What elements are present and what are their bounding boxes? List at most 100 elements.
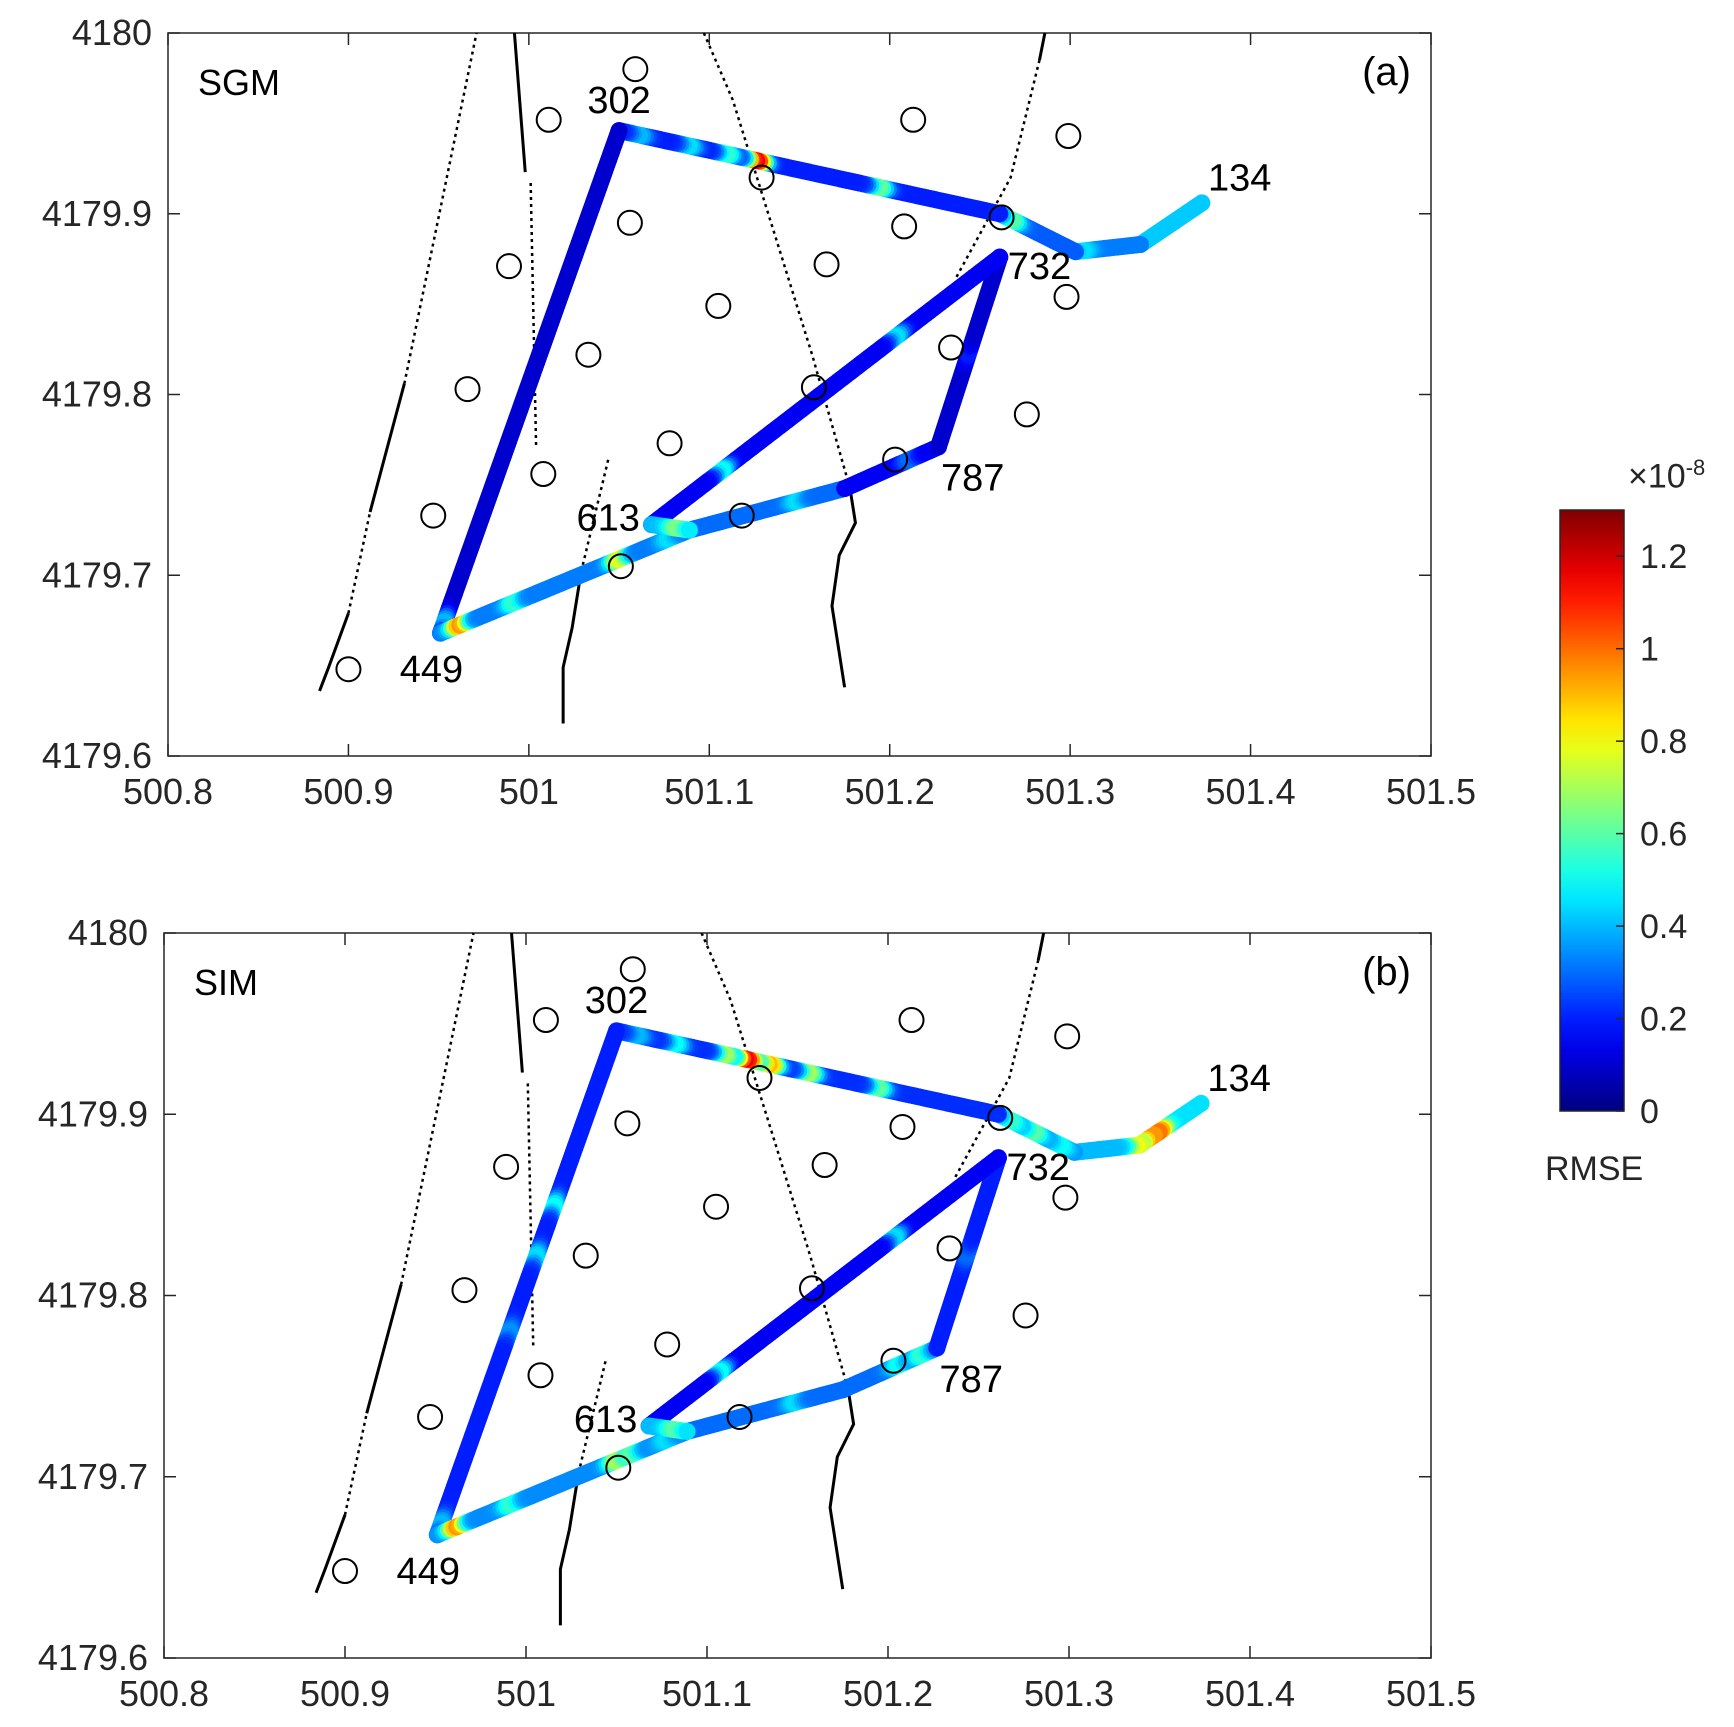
station-label: 302 — [587, 80, 650, 122]
x-tick-label: 501 — [496, 1673, 556, 1714]
station-marker — [572, 1242, 599, 1269]
station-marker — [988, 204, 1015, 231]
station-marker — [898, 1007, 925, 1033]
station-marker — [936, 1235, 963, 1262]
station-marker — [616, 209, 643, 236]
fault-line-solid — [368, 383, 406, 513]
colorbar-tick-label: 0 — [1640, 1093, 1659, 1131]
y-tick-label: 4180 — [72, 12, 152, 53]
station-marker — [889, 1113, 916, 1140]
station-label: 732 — [1008, 246, 1071, 288]
fault-line-solid — [365, 1284, 403, 1414]
method-label: SIM — [194, 962, 258, 1003]
station-marker — [987, 1104, 1014, 1131]
colorbar-exponent-value: -8 — [1685, 455, 1706, 480]
fault-line-dotted — [529, 182, 538, 446]
station-marker — [332, 1558, 358, 1584]
fault-line-dotted — [955, 59, 1041, 278]
station-marker — [938, 334, 965, 361]
station-marker — [728, 502, 755, 529]
station-marker — [900, 106, 927, 133]
station-marker — [607, 553, 634, 580]
station-marker — [493, 1153, 520, 1180]
x-tick-label: 500.8 — [123, 771, 213, 812]
fault-line-solid — [510, 932, 524, 1073]
fault-line-solid — [828, 1389, 856, 1590]
station-label: 134 — [1208, 158, 1271, 200]
station-label: 302 — [585, 980, 648, 1022]
station-marker — [605, 1454, 632, 1481]
x-tick-label: 500.9 — [303, 771, 393, 812]
station-marker — [703, 1193, 730, 1220]
x-tick-label: 501.2 — [843, 1673, 933, 1714]
station-marker — [454, 376, 481, 403]
station-label: 134 — [1207, 1058, 1270, 1100]
station-marker — [882, 446, 909, 473]
colorbar-tick-label: 1 — [1640, 631, 1659, 669]
station-marker — [532, 1007, 559, 1033]
fault-line-solid — [314, 1514, 347, 1594]
station-marker — [335, 656, 362, 683]
x-tick-label: 501.5 — [1386, 1673, 1476, 1714]
station-label: 449 — [400, 649, 463, 691]
track-point — [678, 1422, 696, 1440]
x-tick-label: 501.1 — [662, 1673, 752, 1714]
y-tick-label: 4179.9 — [38, 1093, 148, 1134]
method-label: SGM — [198, 62, 280, 103]
colorbar-multiplier: ×10 — [1628, 457, 1686, 496]
colorbar-tick-label: 0.8 — [1640, 723, 1687, 761]
station-marker — [654, 1331, 681, 1358]
fault-line-dotted — [526, 1083, 535, 1347]
x-tick-label: 501.4 — [1205, 1673, 1295, 1714]
x-tick-label: 501.3 — [1024, 1673, 1114, 1714]
fault-line-solid — [1037, 32, 1047, 61]
station-label: 732 — [1007, 1147, 1070, 1189]
x-tick-label: 501 — [499, 771, 559, 812]
panel-label: (b) — [1362, 950, 1411, 994]
station-marker — [811, 1152, 838, 1178]
station-marker — [798, 1275, 825, 1302]
track-point — [680, 521, 698, 539]
station-marker — [891, 213, 918, 240]
colorbar-label: RMSE — [1545, 1150, 1644, 1188]
y-tick-label: 4179.6 — [42, 735, 152, 776]
fault-line-solid — [561, 571, 583, 724]
fault-line-dotted — [579, 459, 610, 572]
y-tick-label: 4179.7 — [38, 1456, 148, 1497]
station-marker — [813, 251, 840, 278]
station-marker — [705, 292, 732, 319]
y-tick-label: 4179.8 — [38, 1275, 148, 1316]
station-marker — [1054, 1023, 1081, 1050]
station-marker — [726, 1403, 753, 1430]
y-tick-label: 4179.9 — [42, 193, 152, 234]
x-tick-label: 501.1 — [664, 771, 754, 812]
colorbar-tick-label: 1.2 — [1640, 538, 1687, 576]
station-marker — [1052, 1184, 1079, 1211]
colorbar — [1559, 509, 1625, 1112]
station-marker — [1055, 123, 1082, 150]
fault-line-solid — [558, 1472, 580, 1626]
station-marker — [420, 502, 447, 529]
x-tick-label: 501.3 — [1025, 771, 1115, 812]
panel-label: (a) — [1362, 50, 1411, 94]
fault-line-dotted — [347, 511, 372, 614]
fault-line-dotted — [953, 959, 1040, 1179]
station-marker — [535, 106, 562, 133]
y-tick-label: 4179.6 — [38, 1637, 148, 1678]
colorbar-tick-label: 0.4 — [1640, 908, 1687, 946]
fault-line-solid — [830, 488, 857, 688]
y-tick-label: 4180 — [68, 912, 148, 953]
station-marker — [622, 56, 649, 83]
station-label: 787 — [940, 1359, 1003, 1401]
station-marker — [614, 1110, 641, 1137]
y-tick-label: 4179.7 — [42, 554, 152, 595]
x-tick-label: 501.5 — [1386, 771, 1476, 812]
station-marker — [748, 164, 775, 191]
x-tick-label: 500.8 — [119, 1673, 209, 1714]
station-marker — [800, 374, 827, 401]
colorbar-tick-label: 0.2 — [1640, 1001, 1687, 1039]
station-marker — [451, 1277, 478, 1304]
fault-line-solid — [318, 612, 350, 692]
fault-line-dotted — [343, 1413, 368, 1516]
